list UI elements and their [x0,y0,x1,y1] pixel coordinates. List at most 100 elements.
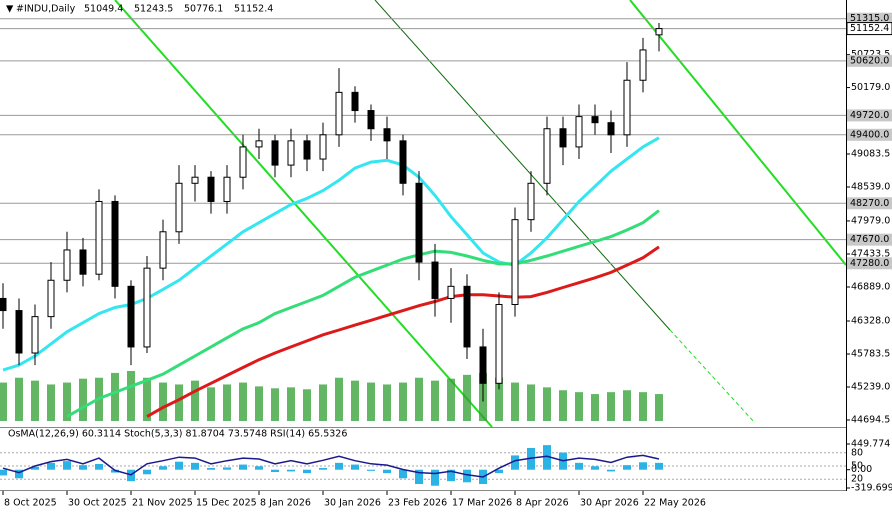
volume-bar [495,377,503,421]
level-label-box [847,128,892,141]
osma-bar [143,469,151,475]
osma-bar [239,464,247,470]
price-label: 51152.4 [850,23,889,34]
volume-bar [31,380,39,421]
candle-body [127,285,135,348]
header-low: 50776.1 [184,4,223,15]
osma-bar [175,461,183,470]
level-label-box [847,257,892,270]
candle-body [623,79,631,136]
osma-bar [415,469,423,485]
candle-body [559,128,567,148]
volume-bar [543,387,551,421]
candle-body [543,128,551,184]
level-label-box [847,54,892,67]
volume-bar [639,392,647,421]
symbol: #INDU,Daily [16,4,76,15]
osma-bar [287,469,295,472]
volume-bar [431,380,439,421]
header-close: 51152.4 [234,4,273,15]
volume-bar [159,382,167,421]
candle-body [255,140,263,148]
osma-bar [463,469,471,483]
candle-body [575,116,583,148]
indicator-line [2,454,660,478]
volume-bar [335,377,343,421]
osma-bar [543,445,551,470]
volume-bar [399,382,407,421]
osma-bar [351,464,359,470]
candle-body [495,304,503,384]
y-tick-label: 45783.5 [851,348,890,359]
osma-bar [15,469,23,479]
osma-bar [191,462,199,470]
osma-bar [159,466,167,470]
candle-body [383,128,391,142]
volume-bar [127,371,135,421]
level-label: 48270.0 [850,198,889,209]
volume-bar [207,387,215,421]
volume-bar [191,380,199,421]
volume-bar [79,378,87,421]
level-label: 51315.0 [850,13,889,24]
level-label-box [847,12,892,25]
volume-bar [447,378,455,421]
candle-body [47,279,55,318]
candle-body [271,140,279,166]
candle-body [319,134,327,160]
x-tick-label: 8 Oct 2025 [4,498,57,509]
volume-bar [351,380,359,421]
level-label-box [847,197,892,210]
osma-bar [623,465,631,470]
header-open: 51049.4 [84,4,123,15]
osma-bar [399,469,407,479]
channel-line [374,0,671,331]
volume-bar [111,372,119,421]
osma-bar [303,469,311,474]
osc-y2-tick-label: 20 [851,474,863,485]
candle-body [63,249,71,281]
osc-y-tick-label: 0.00 [851,464,872,475]
x-tick-label: 22 May 2026 [644,498,706,509]
osma-bar [495,469,503,474]
y-tick-label: 45239.0 [851,381,890,392]
y-tick-label: 46889.0 [851,281,890,292]
candle-body [223,176,231,202]
candle-body [463,285,471,348]
candle-body [15,310,23,354]
level-label-box [847,233,892,246]
volume-bar [559,390,567,421]
volume-bar [15,377,23,421]
candle-body [431,261,439,299]
volume-bar [319,384,327,421]
candle-body [447,285,455,299]
x-tick-label: 8 Apr 2026 [516,498,569,509]
candle-body [607,122,615,136]
candle-body [399,140,407,184]
volume-bar [607,392,615,421]
osma-bar [655,462,663,470]
osma-bar [511,455,519,470]
x-tick-label: 8 Jan 2026 [260,498,311,509]
level-label: 49720.0 [850,110,889,121]
osma-bar [95,464,103,470]
candle-body [287,140,295,166]
volume-bar [383,384,391,421]
candle-body [655,28,663,36]
x-tick-label: 30 Jan 2026 [324,498,381,509]
candle-body [415,182,423,263]
volume-bar [367,382,375,421]
candle-body [639,49,647,81]
volume-bar [63,382,71,421]
osma-bar [31,466,39,470]
level-label-box [847,109,892,122]
volume-bar [575,392,583,421]
osma-bar [63,461,71,470]
y-tick-label: 49083.5 [851,148,890,159]
x-tick-label: 30 Apr 2026 [580,498,639,509]
indicator-line [66,209,660,418]
volume-bar [287,387,295,421]
x-tick-label: 23 Feb 2026 [388,498,447,509]
y-tick-label: 46328.0 [851,315,890,326]
